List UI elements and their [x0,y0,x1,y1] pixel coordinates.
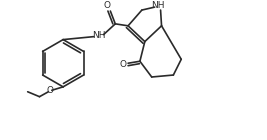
Text: NH: NH [92,31,105,40]
Text: O: O [120,60,127,69]
Text: O: O [104,1,111,10]
Text: O: O [47,86,54,95]
Text: NH: NH [151,1,164,10]
